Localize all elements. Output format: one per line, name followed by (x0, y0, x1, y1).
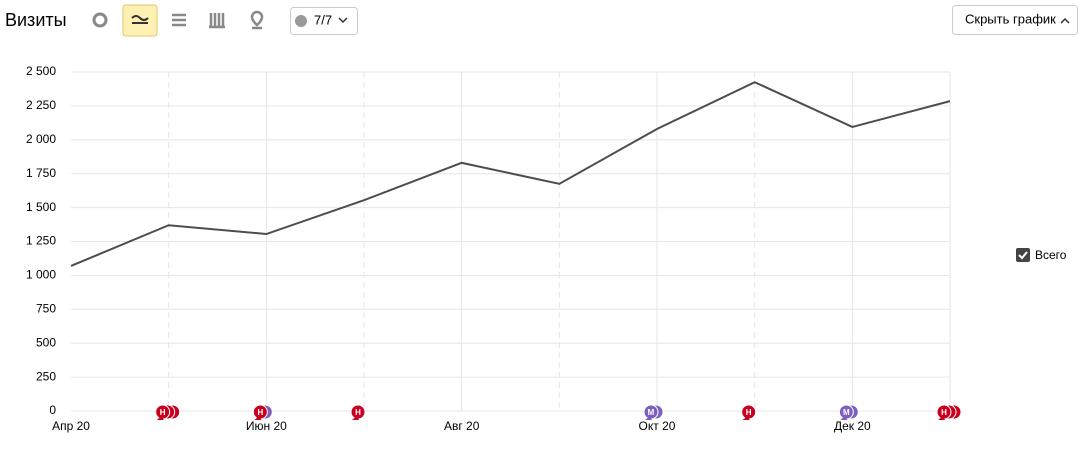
hide-chart-button[interactable] (952, 5, 1078, 35)
y-tick-label: 2 250 (26, 98, 56, 112)
check (1018, 251, 1028, 260)
comment-icon (295, 15, 307, 27)
x-tick-label: Апр 20 (52, 419, 90, 433)
y-tick-label: 750 (36, 301, 56, 315)
y-tick-label: 500 (36, 335, 56, 349)
annotation[interactable]: Н (936, 404, 962, 420)
chevron (338, 17, 348, 24)
y-tick-label: 2 500 (26, 64, 56, 78)
grid (71, 71, 951, 412)
legend-label: Всего (1035, 248, 1067, 262)
x-tick-label: Окт 20 (639, 419, 676, 433)
page-title: Визиты (5, 10, 67, 30)
annotation[interactable]: Н (252, 404, 273, 420)
legend-checkbox[interactable] (1016, 248, 1030, 262)
annotation[interactable]: М (838, 404, 859, 420)
annotation-label: М (843, 408, 850, 417)
line-icon-active[interactable] (122, 4, 158, 37)
annotation-tail (254, 416, 262, 420)
view-switch[interactable] (92, 4, 264, 37)
y-tick-label: 1 500 (26, 200, 56, 214)
line-icon (131, 15, 149, 24)
annotation[interactable]: Н (741, 404, 757, 420)
annotations-counter: 7/7 (314, 12, 332, 27)
y-tick-label: 2 000 (26, 132, 56, 146)
annotation-tail (742, 416, 750, 420)
x-tick-label: Дек 20 (834, 419, 871, 433)
series-line (70, 81, 951, 267)
y-tick-label: 1 750 (26, 166, 56, 180)
annotation-tail (840, 416, 848, 420)
annotation-label: Н (941, 408, 947, 417)
area-icon[interactable] (172, 13, 186, 27)
annotation-label: Н (257, 408, 263, 417)
annotation-tail (645, 416, 652, 420)
pie-icon[interactable] (92, 12, 108, 28)
annotation-label: Н (355, 408, 361, 417)
annotations-dropdown[interactable] (290, 7, 358, 35)
annotation-label: Н (746, 408, 752, 417)
y-tick-label: 1 250 (26, 234, 56, 248)
x-tick-label: Авг 20 (444, 419, 480, 433)
y-tick-label: 250 (36, 369, 56, 383)
annotation[interactable]: М (643, 404, 664, 420)
annotation-tail (938, 416, 945, 420)
x-tick-label: Июн 20 (246, 419, 287, 433)
annotation-tail (352, 416, 359, 420)
chevron-up (1060, 17, 1070, 24)
map-icon[interactable] (250, 10, 264, 30)
annotation-tail (156, 416, 164, 420)
annotation[interactable]: Н (350, 404, 366, 420)
annotation[interactable]: Н (155, 404, 181, 420)
y-tick-label: 0 (49, 403, 56, 417)
annotation-label: М (648, 408, 655, 417)
bar-icon[interactable] (209, 13, 225, 29)
y-tick-label: 1 000 (26, 268, 56, 282)
hide-chart-label: Скрыть график (965, 11, 1056, 26)
annotation-label: Н (160, 408, 166, 417)
